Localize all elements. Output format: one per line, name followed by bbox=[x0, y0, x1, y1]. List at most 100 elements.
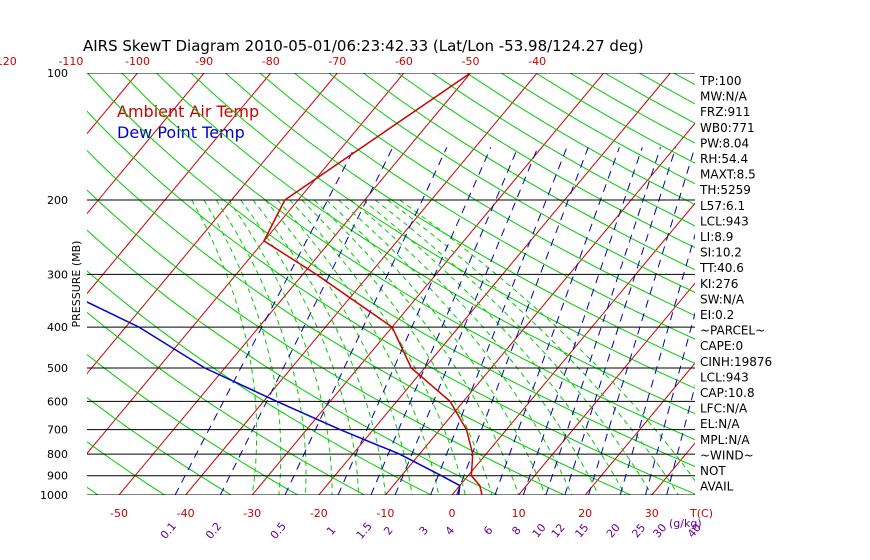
stability-index: MW:N/A bbox=[700, 90, 748, 104]
top-temperature-tick: -70 bbox=[328, 55, 346, 68]
pressure-tick-label: 100 bbox=[47, 67, 68, 80]
stability-index: MPL:N/A bbox=[700, 433, 750, 447]
top-temperature-tick: -80 bbox=[262, 55, 280, 68]
isotherm-line bbox=[451, 202, 695, 495]
mixing-ratio-line bbox=[337, 147, 492, 495]
dew-point-line bbox=[87, 301, 461, 495]
top-temperature-tick: -110 bbox=[58, 55, 83, 68]
bottom-temperature-tick: 20 bbox=[578, 507, 592, 520]
mixing-ratio-line bbox=[370, 147, 519, 495]
mixing-ratio-tick: 0.1 bbox=[158, 520, 179, 542]
temperature-unit-label: T(C) bbox=[689, 507, 713, 520]
isotherm-line bbox=[87, 73, 272, 295]
stability-index: TP:100 bbox=[699, 74, 742, 88]
moist-adiabat-line bbox=[191, 199, 258, 495]
mixing-ratio-tick: 4 bbox=[443, 524, 457, 538]
pressure-tick-label: 900 bbox=[47, 470, 68, 483]
dry-adiabat-line bbox=[87, 270, 432, 495]
mixing-ratio-line bbox=[666, 384, 695, 495]
isotherm-line bbox=[87, 73, 338, 375]
stability-index: PW:8.04 bbox=[700, 136, 749, 150]
dry-adiabat-line bbox=[328, 73, 695, 293]
top-temperature-tick: -50 bbox=[462, 55, 480, 68]
pressure-tick-labels: 100 200 300 400 500 600 700 800 900 1000 bbox=[40, 67, 68, 502]
dry-adiabat-line bbox=[431, 73, 695, 227]
dry-adiabat-line bbox=[87, 353, 299, 495]
dry-adiabat-line bbox=[743, 73, 870, 495]
mixing-ratio-unit-label: (g/kg) bbox=[669, 517, 702, 530]
stability-index: RH:54.4 bbox=[700, 152, 748, 166]
mixing-ratio-line bbox=[219, 147, 394, 495]
stability-index: SW:N/A bbox=[700, 292, 745, 306]
mixing-ratio-line bbox=[619, 233, 695, 495]
dry-adiabat-line bbox=[638, 73, 695, 105]
moist-adiabat-line bbox=[240, 199, 360, 495]
bottom-temperature-tick: -30 bbox=[243, 507, 261, 520]
dry-adiabat-line bbox=[87, 396, 232, 495]
moist-adiabat-line bbox=[277, 199, 440, 495]
mixing-ratio-tick: 1 bbox=[324, 524, 338, 538]
stability-index: LI:8.9 bbox=[700, 230, 733, 244]
legend-air-temp: Ambient Air Temp bbox=[117, 102, 259, 121]
mixing-ratio-line bbox=[174, 147, 356, 495]
stability-index: SI:10.2 bbox=[700, 246, 742, 260]
stability-index: EI:0.2 bbox=[700, 308, 734, 322]
air-temp-line bbox=[263, 73, 483, 495]
moist-adiabat-line bbox=[387, 199, 679, 495]
isotherm-line bbox=[518, 282, 695, 495]
mixing-ratio-line bbox=[456, 147, 589, 495]
stability-index: KI:276 bbox=[700, 277, 738, 291]
moist-adiabat-line bbox=[374, 199, 653, 495]
pressure-tick-label: 400 bbox=[47, 321, 68, 334]
mixing-ratio-line bbox=[494, 147, 620, 495]
moist-adiabat-line bbox=[228, 199, 333, 495]
stability-index: CAP:10.8 bbox=[700, 386, 755, 400]
top-temperature-tick: -100 bbox=[125, 55, 150, 68]
bottom-temperature-tick: -40 bbox=[177, 507, 195, 520]
stability-index: ~PARCEL~ bbox=[700, 324, 765, 338]
moist-adiabat-line bbox=[313, 199, 520, 495]
moist-adiabat-line bbox=[350, 199, 599, 495]
isotherm-line bbox=[385, 122, 695, 495]
dry-adiabat-line bbox=[466, 73, 695, 206]
bottom-temperature-tick: 10 bbox=[512, 507, 526, 520]
bottom-temperature-tick: -20 bbox=[310, 507, 328, 520]
isotherm-line bbox=[785, 73, 870, 495]
moist-adiabat-line bbox=[252, 199, 386, 495]
stability-index: TH:5259 bbox=[699, 183, 751, 197]
dry-adiabat-line bbox=[87, 311, 365, 495]
dry-adiabat-line bbox=[87, 149, 632, 495]
mixing-ratio-tick: 8 bbox=[509, 524, 523, 538]
dry-adiabat-line bbox=[259, 73, 695, 340]
mixing-ratio-line bbox=[430, 147, 568, 495]
stability-index: EL:N/A bbox=[700, 417, 740, 431]
bottom-temperature-tick: -50 bbox=[110, 507, 128, 520]
plot-lines bbox=[0, 73, 870, 495]
stability-index: MAXT:8.5 bbox=[700, 168, 756, 182]
mixing-ratio-tick: 30 bbox=[651, 521, 670, 540]
dry-adiabat-line bbox=[156, 73, 695, 415]
isotherm-line bbox=[87, 73, 205, 215]
mixing-ratio-tick: 0.5 bbox=[268, 520, 289, 542]
mixing-ratio-line bbox=[644, 311, 695, 495]
mixing-ratio-line bbox=[394, 147, 539, 495]
mixing-ratio-tick: 12 bbox=[549, 521, 568, 540]
mixing-ratio-line bbox=[564, 147, 677, 495]
dry-adiabat-line bbox=[121, 73, 695, 441]
legend-dew-point: Dew Point Temp bbox=[117, 123, 245, 142]
bottom-temperature-tick: 30 bbox=[645, 507, 659, 520]
dry-adiabat-line bbox=[0, 73, 31, 495]
dry-adiabat-line bbox=[293, 73, 695, 317]
dry-adiabat-line bbox=[225, 73, 695, 365]
stability-index: L57:6.1 bbox=[700, 199, 745, 213]
dry-adiabat-line bbox=[87, 189, 565, 495]
isotherm-line bbox=[318, 73, 671, 495]
bottom-temperature-tick: 0 bbox=[449, 507, 456, 520]
isotherm-line bbox=[0, 73, 4, 495]
top-temperature-tick: -90 bbox=[195, 55, 213, 68]
dry-adiabat-line bbox=[397, 73, 695, 249]
mixing-ratio-tick: 6 bbox=[481, 524, 495, 538]
y-axis-label: PRESSURE (MB) bbox=[70, 241, 83, 328]
mixing-ratio-tick: 0.2 bbox=[203, 520, 224, 542]
